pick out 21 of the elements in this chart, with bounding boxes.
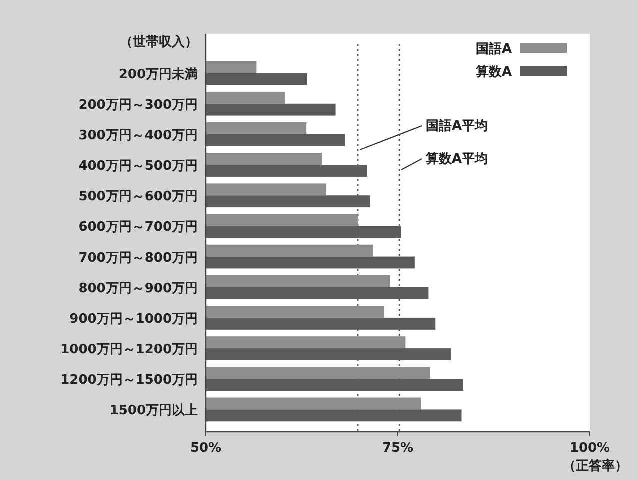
y-tick-label: 300万円～400万円 xyxy=(78,128,198,144)
x-tick-label: 75% xyxy=(382,441,414,456)
x-tick-label: 50% xyxy=(190,441,222,456)
y-tick-label: 200万円～300万円 xyxy=(78,98,198,113)
legend-label: 算数A xyxy=(474,65,512,80)
y-tick-label: 1200万円～1500万円 xyxy=(60,373,198,388)
y-axis-title: （世帯収入） xyxy=(120,34,198,50)
ref-line-label: 算数A平均 xyxy=(425,152,488,167)
y-tick-label: 900万円～1000万円 xyxy=(70,312,198,327)
y-tick-label: 500万円～600万円 xyxy=(78,190,198,205)
y-tick-label: 600万円～700万円 xyxy=(78,220,198,236)
y-tick-label: 400万円～500万円 xyxy=(78,159,198,174)
y-tick-label: 800万円～900万円 xyxy=(78,281,198,296)
x-axis-title: （正答率） xyxy=(563,458,628,474)
y-tick-label: 1000万円～1200万円 xyxy=(60,342,198,358)
ref-line-label: 国語A平均 xyxy=(426,118,488,134)
legend-label: 国語A xyxy=(476,41,512,57)
x-tick-label: 100% xyxy=(570,441,610,456)
y-tick-label: 700万円～800万円 xyxy=(78,250,198,266)
y-tick-label: 200万円未満 xyxy=(118,67,198,82)
y-tick-label: 1500万円以上 xyxy=(110,404,198,419)
